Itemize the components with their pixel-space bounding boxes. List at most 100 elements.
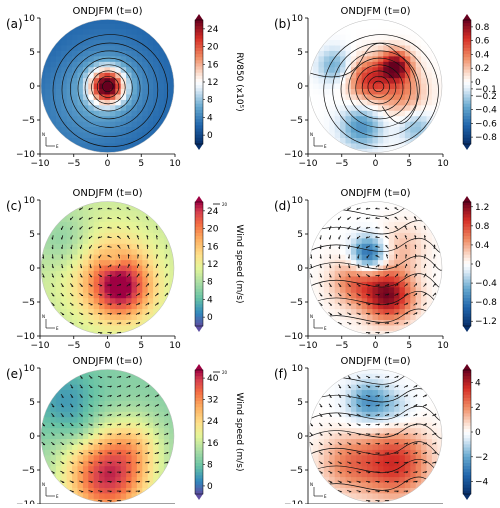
compass-n-label: N (310, 314, 313, 319)
panel-label: (b) (274, 17, 291, 31)
colorbar-tick-label: 32 (207, 396, 218, 406)
panel-title: ONDJFM (t=0) (340, 188, 410, 199)
y-tick-label: −5 (22, 466, 35, 476)
colorbar-tick-label: 0.8 (475, 23, 490, 33)
y-tick-label: 0 (297, 264, 303, 274)
colorbar-extend-bottom (195, 144, 203, 150)
x-tick-label: 5 (138, 341, 144, 351)
colorbar-tick-label: −0.4 (475, 106, 497, 116)
panel-title: ONDJFM (t=0) (340, 356, 410, 367)
colorbar-tick-label: 24 (207, 417, 219, 427)
colorbar-extend-top (463, 364, 471, 370)
colorbar-extend-bottom (463, 144, 471, 150)
colorbar-tick-label: 24 (207, 25, 219, 35)
y-tick-label: −10 (16, 150, 35, 160)
y-tick-label: 5 (29, 398, 35, 408)
y-tick-label: −10 (284, 500, 303, 504)
colorbar-tick-label: −0.6 (475, 119, 497, 129)
colorbar-tick-label: −0.8 (475, 133, 497, 143)
colorbar-tick-label: 16 (207, 60, 219, 70)
x-tick-label: 0 (373, 159, 379, 169)
y-tick-label: 5 (29, 230, 35, 240)
y-tick-label: −5 (22, 116, 35, 126)
colorbar-tick-label: 4 (207, 113, 213, 123)
panel-title: ONDJFM (t=0) (72, 188, 142, 199)
colorbar-label: Wind speed (m/s) (234, 392, 244, 471)
y-tick-label: 10 (292, 364, 304, 374)
colorbar-extend-bottom (195, 326, 203, 332)
colorbar-tick-label: −0.8 (475, 298, 497, 308)
colorbar-tick-label: 16 (207, 242, 219, 252)
x-tick-label: 0 (105, 159, 111, 169)
colorbar-tick-label: 8 (207, 278, 213, 288)
colorbar-tick-label: −0.4 (475, 279, 497, 289)
y-tick-label: 5 (297, 48, 303, 58)
colorbar-tick-label: 4 (207, 295, 213, 305)
panel-label: (c) (6, 199, 22, 213)
colorbar-label: Wind speed (m/s) (234, 224, 244, 303)
colorbar-tick-label: −0.2 (475, 92, 497, 102)
y-tick-label: −10 (284, 332, 303, 342)
colorbar-tick-label: 0 (207, 482, 213, 492)
colorbar-extend-top (463, 196, 471, 202)
x-tick-label: 10 (437, 341, 449, 351)
colorbar-tick-label: 0 (475, 428, 481, 438)
y-tick-label: 0 (297, 82, 303, 92)
compass-e-label: E (56, 144, 59, 149)
colorbar-tick-label: 2 (475, 403, 481, 413)
compass-n-label: N (310, 482, 313, 487)
x-tick-label: −5 (67, 341, 80, 351)
colorbar-tick-label: 24 (207, 207, 219, 217)
x-tick-label: −5 (335, 159, 348, 169)
colorbar-extend-top (195, 14, 203, 20)
colorbar-tick-label: 20 (207, 43, 219, 53)
colorbar-tick-label: 0 (207, 131, 213, 141)
y-tick-label: −10 (284, 150, 303, 160)
compass-e-label: E (324, 326, 327, 331)
colorbar-tick-label: 12 (207, 78, 218, 88)
compass-n-label: N (42, 482, 45, 487)
colorbar-tick-label: 0.2 (475, 64, 489, 74)
y-tick-label: 10 (292, 196, 304, 206)
y-tick-label: −5 (290, 116, 303, 126)
heatmap (40, 368, 176, 504)
colorbar-tick-label: −4 (475, 478, 489, 488)
x-tick-label: 5 (138, 159, 144, 169)
compass-e-label: E (324, 144, 327, 149)
x-tick-label: 10 (437, 159, 449, 169)
reference-vector-label: 20 (222, 202, 228, 207)
x-tick-label: −10 (299, 341, 318, 351)
x-tick-label: 5 (406, 159, 412, 169)
y-tick-label: 0 (29, 432, 35, 442)
colorbar-tick-label: 0 (207, 313, 213, 323)
heatmap (40, 200, 176, 337)
panel-title: ONDJFM (t=0) (72, 356, 142, 367)
x-tick-label: −10 (31, 159, 50, 169)
colorbar-label: RV850 (x10⁵) (234, 52, 244, 111)
colorbar-tick-label: 8 (207, 460, 213, 470)
y-tick-label: 0 (29, 264, 35, 274)
compass-n-label: N (42, 132, 45, 137)
x-tick-label: 0 (105, 341, 111, 351)
y-tick-label: −5 (22, 298, 35, 308)
y-tick-label: 5 (297, 398, 303, 408)
colorbar: 0.80.60.40.20−0.1−0.2−0.4−0.6−0.8RV850 (… (463, 14, 500, 150)
compass-e-label: E (56, 326, 59, 331)
colorbar-tick-label: 0.4 (475, 241, 490, 251)
x-tick-label: −5 (67, 159, 80, 169)
x-tick-label: 5 (406, 341, 412, 351)
colorbar-tick-label: 40 (207, 374, 219, 384)
colorbar: 1.20.80.40−0.4−0.8−1.2Wind speed (m/s) (463, 196, 500, 332)
panel-label: (d) (274, 199, 291, 213)
panel-title: ONDJFM (t=0) (340, 6, 410, 17)
colorbar-extend-bottom (463, 326, 471, 332)
y-tick-label: 0 (297, 432, 303, 442)
